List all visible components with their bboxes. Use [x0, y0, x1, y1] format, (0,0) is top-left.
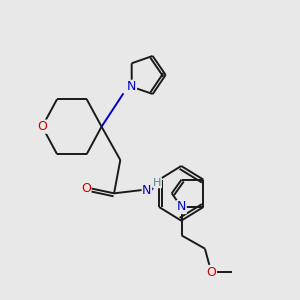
Text: N: N: [127, 80, 136, 93]
Text: N: N: [142, 184, 152, 196]
Text: N: N: [177, 200, 186, 214]
Text: H: H: [153, 178, 161, 188]
Text: O: O: [37, 120, 47, 133]
Text: O: O: [81, 182, 91, 195]
Text: O: O: [206, 266, 216, 278]
